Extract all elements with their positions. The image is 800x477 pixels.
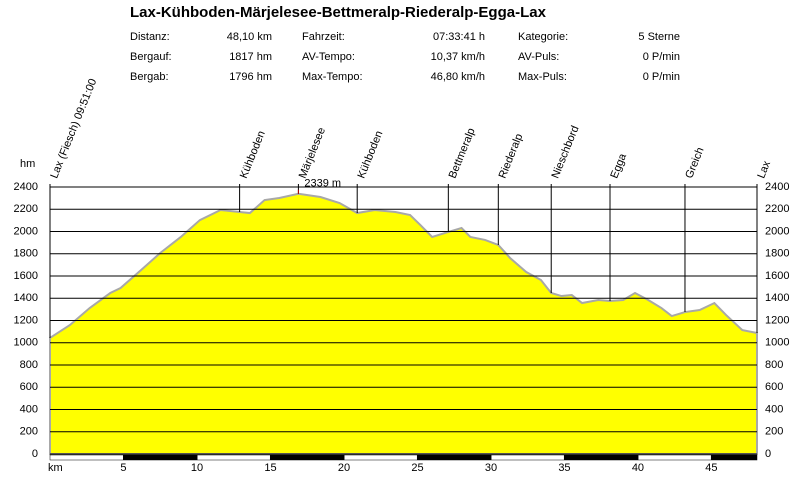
y-tick-label: 1800 [14, 248, 38, 260]
stat-value: 1796 hm [229, 71, 272, 83]
stat-label: Bergab: [130, 71, 169, 83]
y-tick-label: 2400 [14, 181, 38, 193]
stat-label: AV-Tempo: [302, 51, 355, 63]
x-tick-label: 35 [558, 462, 570, 474]
y-tick-label-right: 800 [765, 359, 783, 371]
y-tick-label-right: 0 [765, 448, 771, 460]
y-tick-label: 1200 [14, 314, 38, 326]
y-tick-label: 1400 [14, 292, 38, 304]
waypoint-label: Lax (Fiesch) 09:51:00 [48, 77, 99, 180]
stat-value: 07:33:41 h [433, 31, 485, 43]
x-axis-label: km [48, 462, 63, 474]
y-tick-label-right: 2400 [765, 181, 789, 193]
stat-value: 48,10 km [227, 31, 272, 43]
waypoint-label: Greich [683, 146, 706, 181]
stat-value: 5 Sterne [638, 31, 680, 43]
y-tick-label: 0 [32, 448, 38, 460]
stat-label: Max-Puls: [518, 71, 567, 83]
x-tick-label: 15 [264, 462, 276, 474]
x-tick-label: 30 [485, 462, 497, 474]
y-tick-label-right: 2200 [765, 203, 789, 215]
stat-value: 0 P/min [643, 51, 680, 63]
y-axis-label: hm [20, 158, 35, 170]
y-tick-label-right: 1600 [765, 270, 789, 282]
km-bar-segment [270, 455, 344, 460]
x-tick-label: 45 [705, 462, 717, 474]
stat-label: Max-Tempo: [302, 71, 363, 83]
waypoint-label: Egga [608, 151, 629, 180]
x-tick-label: 20 [338, 462, 350, 474]
y-tick-label: 400 [20, 403, 38, 415]
waypoint-label: Kühboden [356, 129, 386, 180]
waypoint-label: Kühboden [238, 129, 268, 180]
x-tick-label: 40 [632, 462, 644, 474]
stat-value: 0 P/min [643, 71, 680, 83]
km-bar-segment [564, 455, 638, 460]
y-tick-label-right: 2000 [765, 225, 789, 237]
elevation-area [49, 192, 758, 455]
y-tick-label-right: 1200 [765, 314, 789, 326]
stat-value: 10,37 km/h [431, 51, 485, 63]
stat-label: Fahrzeit: [302, 31, 345, 43]
stat-label: Distanz: [130, 31, 170, 43]
y-tick-label: 800 [20, 359, 38, 371]
x-tick-label: 10 [191, 462, 203, 474]
y-tick-label: 200 [20, 426, 38, 438]
waypoint-label: Lax [755, 159, 773, 180]
x-tick-label: 25 [411, 462, 423, 474]
y-tick-label: 600 [20, 381, 38, 393]
km-bar-segment [417, 455, 491, 460]
stat-label: AV-Puls: [518, 51, 559, 63]
waypoint-label: Bettmeralp [447, 126, 478, 180]
stat-value: 46,80 km/h [431, 71, 485, 83]
stat-label: Kategorie: [518, 31, 568, 43]
annotation-label: 2339 m [304, 178, 341, 190]
y-tick-label-right: 200 [765, 426, 783, 438]
waypoint-label: Märjelesee [297, 126, 328, 180]
waypoint-label: Nieschbord [550, 124, 582, 180]
y-tick-label-right: 400 [765, 403, 783, 415]
y-tick-label-right: 1800 [765, 248, 789, 260]
stat-label: Bergauf: [130, 51, 172, 63]
y-tick-label-right: 600 [765, 381, 783, 393]
stat-value: 1817 hm [229, 51, 272, 63]
y-tick-label-right: 1400 [765, 292, 789, 304]
y-tick-label: 2200 [14, 203, 38, 215]
y-tick-label: 2000 [14, 225, 38, 237]
waypoint-label: Riederalp [497, 132, 526, 180]
y-tick-label: 1600 [14, 270, 38, 282]
y-tick-label-right: 1000 [765, 337, 789, 349]
x-tick-label: 5 [120, 462, 126, 474]
km-bar-segment [123, 455, 197, 460]
y-tick-label: 1000 [14, 337, 38, 349]
chart-title: Lax-Kühboden-Märjelesee-Bettmeralp-Riede… [130, 4, 547, 21]
km-bar-segment [711, 455, 757, 460]
